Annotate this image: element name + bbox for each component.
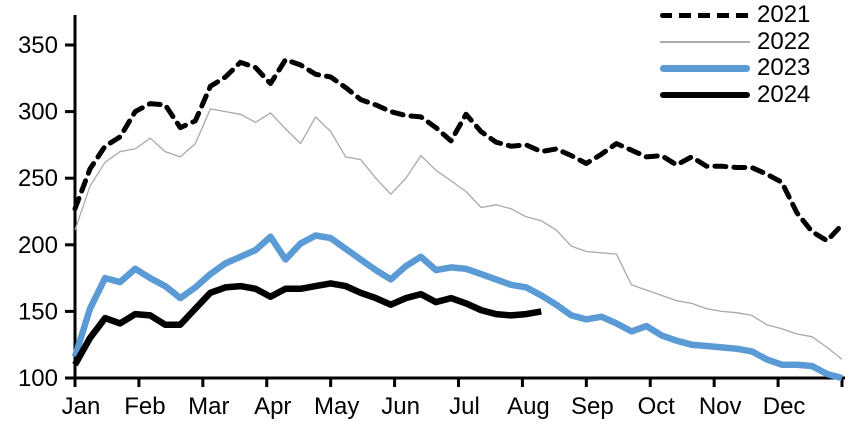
chart-legend: 2021 2022 2023 2024 xyxy=(660,2,810,108)
x-axis-tick-label: May xyxy=(314,393,359,420)
series-line-2021 xyxy=(72,57,845,244)
x-axis-tick-label: Nov xyxy=(699,393,742,420)
legend-swatch-dashed-line xyxy=(660,12,750,18)
series-line-2023 xyxy=(71,232,843,382)
legend-swatch-thick-blue-line xyxy=(660,65,750,72)
series-line-2024 xyxy=(72,280,542,367)
legend-swatch-thin-gray-line xyxy=(660,41,750,43)
legend-item-2021: 2021 xyxy=(660,2,810,29)
x-axis-tick-label: Jan xyxy=(62,393,101,420)
y-axis-tick-label: 200 xyxy=(18,232,58,259)
y-axis-tick-label: 250 xyxy=(18,165,58,192)
x-axis-tick-label: Dec xyxy=(763,393,806,420)
legend-label: 2023 xyxy=(757,54,811,82)
legend-label: 2021 xyxy=(757,1,811,29)
series-line-2022 xyxy=(74,108,843,360)
x-axis-tick-label: Jul xyxy=(449,393,480,420)
legend-item-2023: 2023 xyxy=(660,55,810,82)
y-axis-tick-label: 150 xyxy=(18,298,58,325)
legend-item-2024: 2024 xyxy=(660,82,810,109)
x-axis-tick-label: Apr xyxy=(254,393,291,420)
legend-label: 2022 xyxy=(757,27,811,55)
y-axis-tick-label: 350 xyxy=(18,32,58,59)
x-axis-tick-label: Sep xyxy=(571,393,614,420)
x-axis-tick-label: Jun xyxy=(381,393,420,420)
legend-label: 2024 xyxy=(757,80,811,108)
y-axis-tick-label: 100 xyxy=(18,365,58,392)
x-axis-tick-label: Aug xyxy=(507,393,550,420)
x-axis-tick-label: Mar xyxy=(188,393,229,420)
x-axis-tick-label: Feb xyxy=(124,393,165,420)
legend-item-2022: 2022 xyxy=(660,29,810,56)
legend-swatch-thick-black-line xyxy=(660,91,750,98)
y-axis-tick-label: 300 xyxy=(18,99,58,126)
x-axis-tick-label: Oct xyxy=(638,393,676,420)
